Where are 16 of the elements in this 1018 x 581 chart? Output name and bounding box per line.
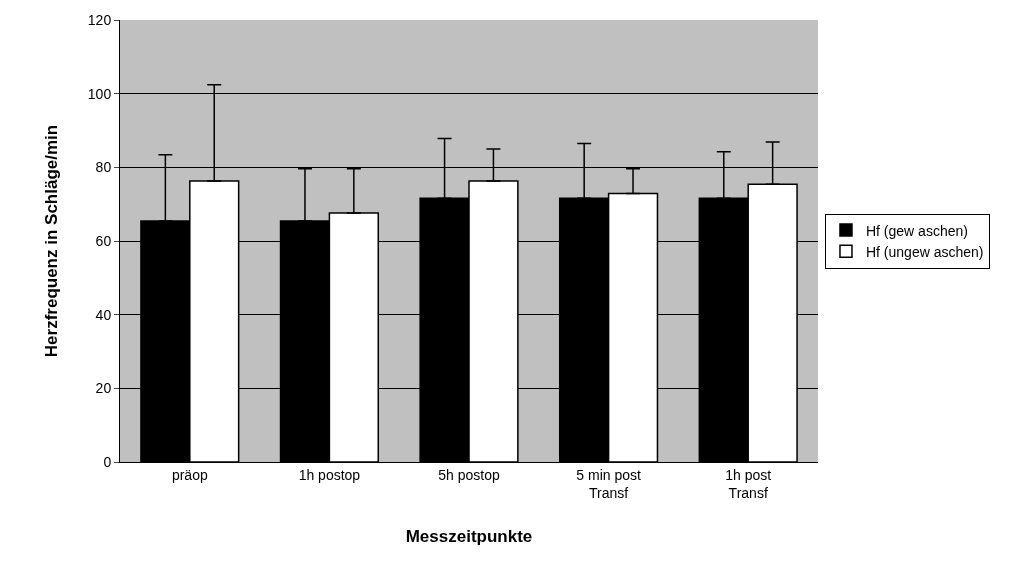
legend-label: Hf (ungew aschen) (865, 243, 984, 260)
x-tick-label: 5 min post Transf (576, 466, 641, 501)
y-tick-label: 80 (95, 159, 112, 176)
y-tick-label: 40 (95, 306, 112, 323)
x-tick-label: 1h post Transf (725, 466, 772, 501)
y-tick-label: 0 (103, 453, 112, 470)
x-axis-title: Messzeitpunkte (405, 527, 533, 547)
y-tick-label: 60 (95, 232, 112, 249)
x-tick-label: präop (171, 466, 208, 483)
y-tick-label: 20 (95, 380, 112, 397)
y-axis-title: Herzfrequenz in Schläge/min (42, 124, 62, 358)
legend-label: Hf (gew aschen) (865, 222, 968, 239)
x-tick-label: 1h postop (298, 466, 361, 483)
y-tick-label: 100 (87, 85, 112, 102)
y-tick-label: 120 (87, 11, 112, 28)
x-tick-label: 5h postop (438, 466, 500, 483)
